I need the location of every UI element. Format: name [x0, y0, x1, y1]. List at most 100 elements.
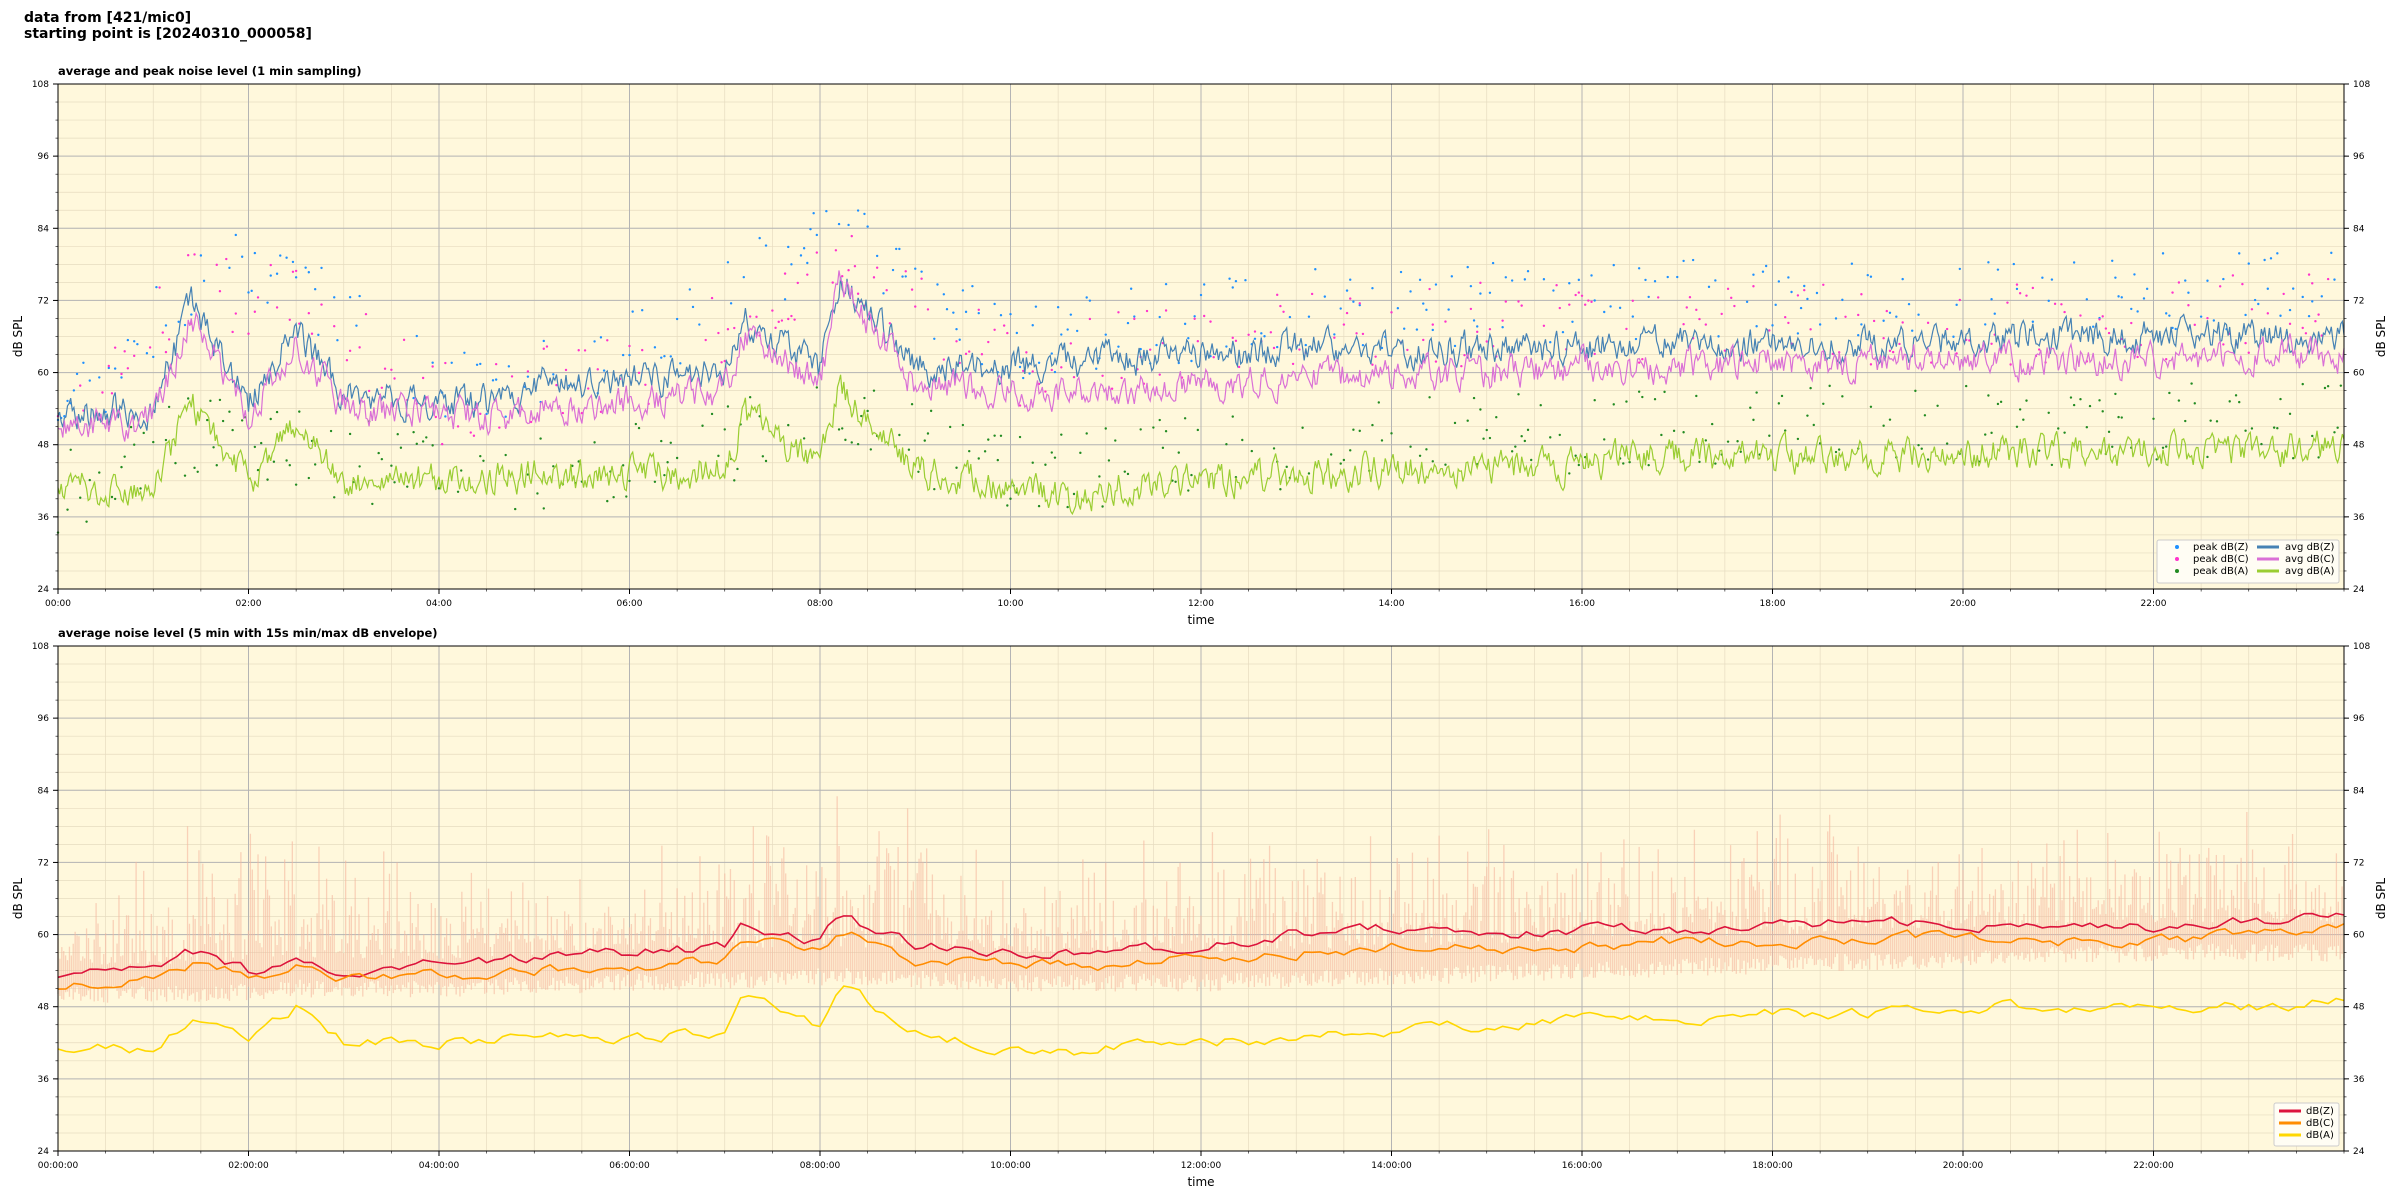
x-tick-label: 20:00:00: [1943, 1161, 1984, 1171]
scatter-point: [1504, 276, 1508, 279]
scatter-point: [313, 288, 317, 291]
scatter-point: [993, 434, 996, 437]
scatter-point: [1279, 304, 1282, 308]
scatter-point: [1472, 396, 1476, 400]
scatter-point: [1333, 336, 1336, 339]
scatter-point: [98, 471, 101, 474]
y-tick-label-left: 84: [38, 786, 50, 796]
scatter-point: [1050, 451, 1053, 454]
x-tick-label: 14:00: [1379, 599, 1405, 609]
y-axis-label-left: dB SPL: [11, 878, 25, 920]
scatter-point: [2171, 291, 2174, 294]
scatter-point: [955, 466, 958, 469]
scatter-point: [1149, 348, 1152, 351]
scatter-point: [761, 455, 765, 458]
scatter-point: [1663, 390, 1666, 394]
scatter-point: [891, 268, 895, 272]
scatter-point: [2266, 312, 2269, 315]
scatter-point: [2339, 384, 2343, 387]
chart-title: average and peak noise level (1 min samp…: [58, 64, 362, 78]
scatter-point: [1060, 333, 1063, 336]
scatter-point: [669, 441, 672, 444]
envelope-band: [57, 796, 2345, 1003]
scatter-point: [1695, 308, 1698, 312]
scatter-point: [2199, 315, 2203, 318]
scatter-point: [1641, 358, 1644, 361]
scatter-point: [1431, 460, 1434, 463]
scatter-point: [1123, 470, 1127, 473]
scatter-point: [704, 338, 707, 342]
scatter-point: [1428, 287, 1431, 291]
scatter-point: [1279, 488, 1282, 491]
scatter-point: [831, 281, 834, 284]
scatter-point: [228, 266, 231, 270]
scatter-point: [914, 305, 917, 308]
scatter-point: [215, 464, 218, 467]
scatter-point: [1126, 321, 1130, 325]
scatter-point: [933, 337, 936, 340]
scatter-point: [415, 442, 418, 446]
scatter-point: [1453, 344, 1457, 348]
scatter-point: [1815, 291, 1819, 295]
scatter-point: [955, 327, 958, 331]
scatter-point: [1990, 431, 1993, 435]
scatter-point: [133, 443, 136, 446]
scatter-point: [1517, 393, 1520, 396]
scatter-point: [199, 254, 203, 257]
scatter-point: [2142, 297, 2146, 300]
scatter-point: [977, 457, 980, 460]
scatter-point: [1431, 323, 1434, 326]
scatter-point: [2266, 287, 2269, 290]
scatter-point: [2193, 402, 2196, 405]
scatter-point: [815, 251, 819, 254]
scatter-point: [612, 495, 615, 499]
scatter-point: [729, 302, 733, 305]
x-tick-label: 06:00: [617, 599, 643, 609]
x-tick-label: 14:00:00: [1371, 1161, 1412, 1171]
scatter-point: [2317, 456, 2320, 459]
scatter-point: [1418, 454, 1422, 457]
scatter-point: [675, 456, 679, 460]
scatter-point: [1018, 404, 1022, 407]
scatter-point: [218, 398, 222, 402]
scatter-point: [183, 323, 187, 327]
scatter-point: [964, 352, 968, 356]
scatter-point: [1342, 458, 1346, 462]
scatter-point: [333, 496, 336, 499]
scatter-point: [1196, 340, 1200, 343]
scatter-point: [1625, 327, 1628, 331]
legend-box: [2156, 539, 2340, 584]
scatter-point: [1774, 303, 1777, 307]
scatter-point: [279, 254, 282, 257]
scatter-point: [545, 345, 549, 348]
scatter-point: [2063, 310, 2066, 314]
chart-panel-2: 24 24 36 36 48 48 60 60 72 72 84 84 96 96 108 108 00:00:…: [11, 626, 2388, 1189]
scatter-point: [1139, 428, 1142, 431]
y-tick-label-right: 60: [2353, 369, 2365, 379]
y-axis-label-left: dB SPL: [11, 316, 25, 358]
scatter-point: [1577, 463, 1581, 467]
scatter-point: [660, 439, 663, 443]
scatter-point: [834, 249, 838, 252]
scatter-point: [971, 284, 974, 288]
scatter-point: [742, 275, 745, 279]
scatter-point: [860, 414, 863, 418]
scatter-point: [1806, 414, 1809, 417]
scatter-point: [2190, 382, 2193, 385]
scatter-point: [2187, 304, 2190, 307]
scatter-point: [1726, 440, 1730, 443]
scatter-point: [529, 420, 533, 424]
series-peak-db-a-: [56, 382, 2343, 534]
scatter-point: [129, 425, 133, 429]
scatter-point: [412, 396, 415, 400]
scatter-point: [552, 465, 555, 468]
scatter-point: [2177, 281, 2181, 284]
scatter-point: [1101, 505, 1104, 508]
x-tick-label: 02:00: [236, 599, 262, 609]
scatter-point: [402, 338, 406, 342]
scatter-point: [783, 298, 787, 301]
scatter-point: [790, 314, 793, 318]
scatter-point: [1231, 415, 1234, 418]
scatter-point: [1542, 324, 1546, 327]
x-tick-label: 04:00:00: [419, 1161, 460, 1171]
